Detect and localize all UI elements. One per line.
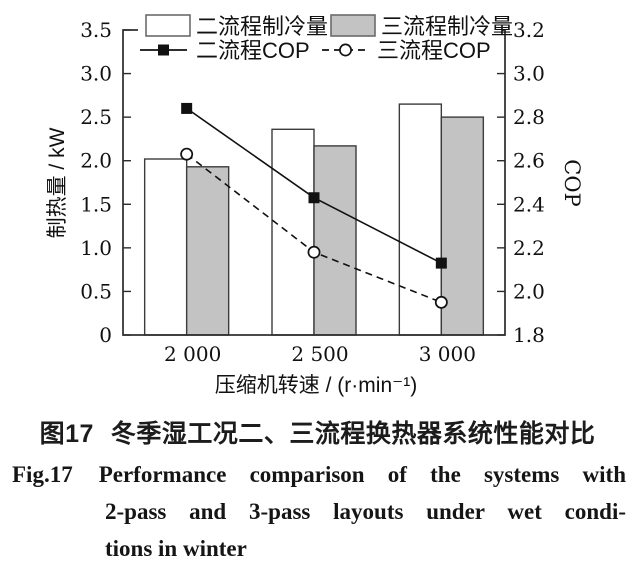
caption-en-line-2: 2-pass and 3-pass layouts under wet cond… [105, 499, 626, 524]
x-tick-label: 2 500 [291, 342, 348, 366]
right-tick-label: 3.2 [513, 18, 545, 42]
bar-series1-cat3 [398, 103, 443, 336]
chart-area: 0 0.5 1.0 1.5 2.0 2.5 3.0 3.5 1.8 2.0 2.2 2.4 2.6 2.8… [46, 14, 584, 397]
circle-marker-cat3 [434, 295, 448, 309]
right-tick-label: 3.0 [513, 62, 545, 86]
bar-series1-cat1 [143, 158, 188, 336]
caption-en-line-1: Fig.17 Performance comparison of the sys… [12, 456, 626, 493]
left-tick-label: 0 [99, 323, 112, 347]
left-tick-label: 3.5 [80, 18, 112, 42]
figure-number-en: Fig.17 [12, 462, 73, 487]
figure-number-cn: 图17 [39, 420, 94, 448]
caption-en-line-3: tions in winter [105, 536, 247, 561]
left-tick-label: 0.5 [80, 279, 112, 303]
figure-title-cn: 冬季湿工况二、三流程换热器系统性能对比 [110, 420, 596, 448]
left-tick-label: 1.5 [80, 192, 112, 216]
figure-caption-cn: 图17 冬季湿工况二、三流程换热器系统性能对比 [0, 414, 635, 450]
x-tick-label: 3 000 [419, 342, 476, 366]
y-left-axis-title: 制热量 / kW [46, 127, 69, 238]
legend-label-2pass-capacity: 二流程制冷量 [196, 14, 328, 39]
legend-swatch-3pass-capacity [330, 14, 376, 37]
legend-circle-marker-icon [339, 43, 352, 57]
legend-square-marker-icon [158, 44, 169, 56]
right-tick-label: 2.8 [513, 105, 545, 129]
right-tick-label: 2.0 [513, 279, 545, 303]
legend-mask [138, 17, 502, 36]
bar-series2-cat2 [313, 145, 357, 336]
legend-label-3pass-capacity: 三流程制冷量 [381, 14, 513, 39]
bar-series1-cat2 [271, 128, 315, 336]
legend-label-3pass-cop: 三流程COP [377, 38, 491, 63]
caption-en-text-1: Performance comparison of the systems wi… [98, 462, 626, 487]
bar-series2-cat1 [185, 166, 230, 336]
right-tick-label: 2.4 [513, 192, 545, 216]
left-tick-label: 1.0 [80, 236, 112, 260]
chart-svg: 0 0.5 1.0 1.5 2.0 2.5 3.0 3.5 1.8 2.0 2.2 2.4 2.6 2.8… [46, 14, 584, 397]
circle-marker-cat2 [307, 245, 321, 259]
figure-caption-en: Fig.17 Performance comparison of the sys… [12, 456, 626, 567]
left-tick-label: 3.0 [80, 62, 112, 86]
square-marker-cat3 [435, 257, 447, 269]
square-marker-cat2 [308, 192, 320, 204]
right-tick-label: 1.8 [513, 323, 545, 347]
left-tick-label: 2.5 [80, 105, 112, 129]
circle-marker-cat1 [180, 147, 194, 161]
left-tick-label: 2.0 [80, 149, 112, 173]
legend-label-2pass-cop: 二流程COP [196, 38, 310, 63]
y-right-axis-title: COP [560, 159, 584, 206]
legend-swatch-2pass-capacity [145, 14, 191, 37]
bar-series2-cat3 [440, 116, 485, 336]
square-marker-cat1 [181, 102, 193, 114]
right-tick-label: 2.6 [513, 149, 545, 173]
x-axis-title: 压缩机转速 / (r·min⁻¹) [215, 374, 417, 397]
right-tick-label: 2.2 [513, 236, 545, 260]
x-tick-label: 2 000 [164, 342, 221, 366]
